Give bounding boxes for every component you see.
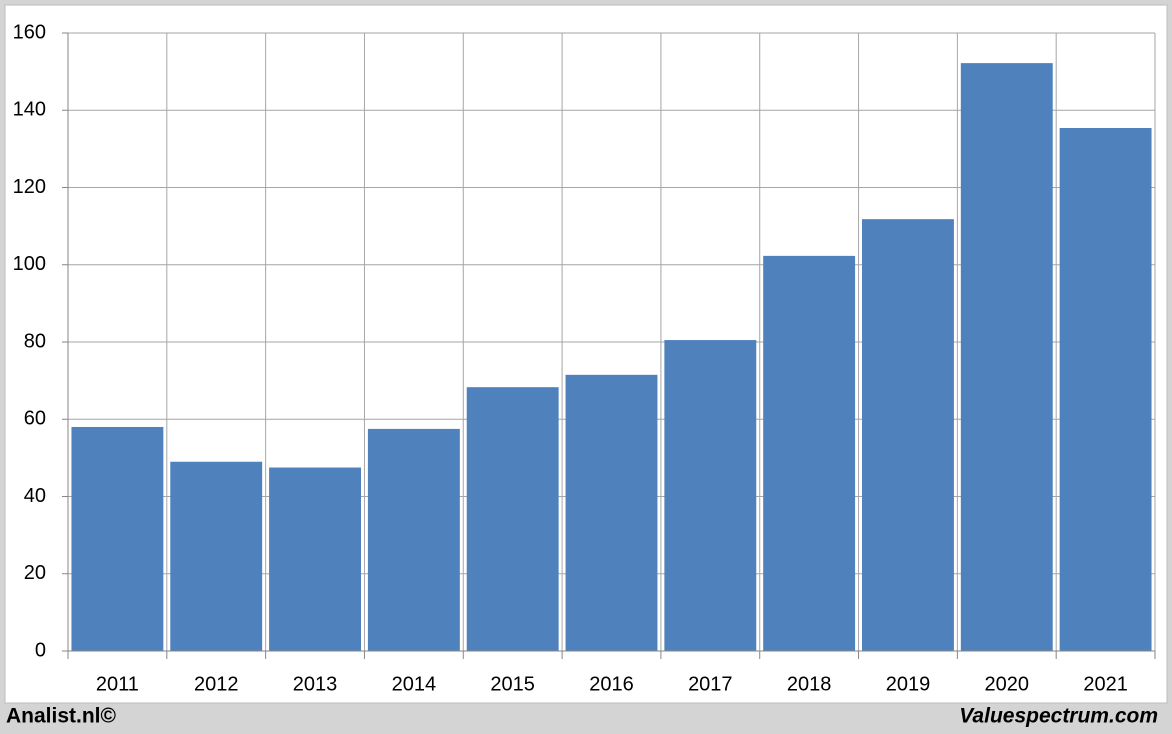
- y-tick-label: 80: [24, 330, 46, 352]
- y-tick-label: 140: [13, 99, 46, 121]
- x-tick-label: 2020: [985, 673, 1030, 695]
- x-tick-label: 2016: [589, 673, 634, 695]
- x-tick-label: 2018: [787, 673, 832, 695]
- bar: [763, 255, 856, 651]
- x-tick-label: 2011: [96, 673, 139, 695]
- bar: [466, 387, 559, 651]
- y-tick-label: 160: [13, 21, 46, 43]
- bar: [170, 461, 263, 651]
- footer-left: Analist.nl©: [6, 705, 117, 728]
- bar: [565, 374, 658, 651]
- x-tick-label: 2015: [490, 673, 535, 695]
- bar: [269, 467, 361, 651]
- x-tick-label: 2021: [1083, 673, 1128, 695]
- y-tick-label: 120: [13, 176, 46, 198]
- x-tick-label: 2012: [194, 673, 239, 695]
- bar: [367, 428, 460, 651]
- x-tick-label: 2019: [886, 673, 931, 695]
- y-tick-label: 60: [24, 408, 46, 430]
- y-tick-label: 40: [24, 485, 46, 507]
- y-tick-label: 100: [13, 253, 46, 275]
- x-tick-label: 2014: [392, 673, 437, 695]
- bar: [664, 340, 757, 651]
- bar: [71, 426, 164, 651]
- y-tick-label: 0: [35, 639, 46, 661]
- bar: [960, 63, 1053, 651]
- bar: [1059, 128, 1152, 651]
- footer-right: Valuespectrum.com: [959, 705, 1158, 728]
- bar: [862, 219, 954, 652]
- x-tick-label: 2017: [688, 673, 733, 695]
- y-tick-label: 20: [24, 562, 46, 584]
- x-tick-label: 2013: [293, 673, 338, 695]
